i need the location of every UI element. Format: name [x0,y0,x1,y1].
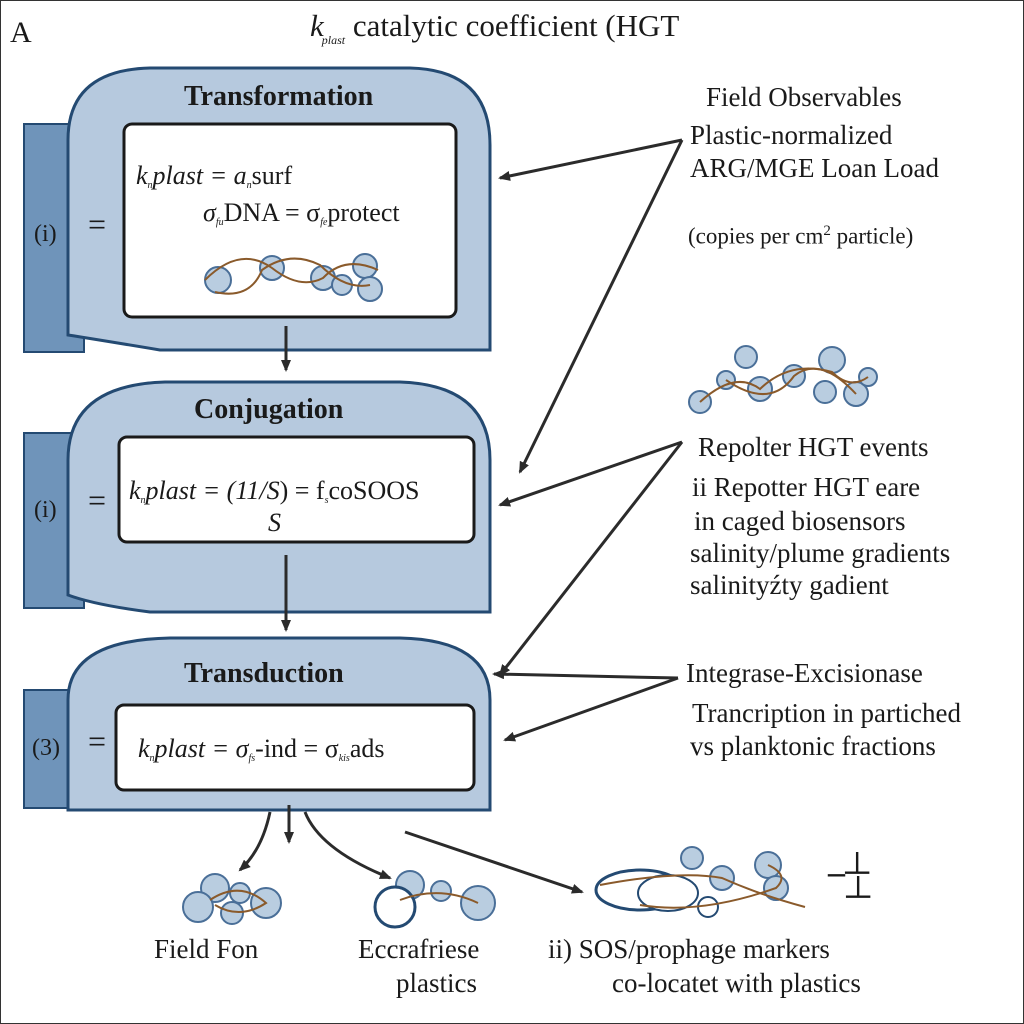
equation-box-conjugation [117,435,476,544]
eq1-mid: plast = a [152,161,247,190]
connector-reporter-to-transduction [498,441,684,677]
arrow-to-field-fon [238,811,272,872]
eq1-asub: n [246,180,252,191]
observables-line1: Plastic-normalized [690,120,893,150]
stage-label-transduction: (3) [32,735,60,761]
integrase-line1: Integrase-Excisionase [686,658,923,688]
eq2-tail: protect [327,198,400,227]
equals-transduction: = [88,723,107,759]
observable-connectors [492,138,684,742]
figure-title: kplast catalytic coefficient (HGT [310,10,679,46]
connector-observables-to-transformation [498,138,683,181]
eq1-k: k [136,161,148,190]
eq3-close: ) = f [279,476,325,505]
eq2-sigma: σ [203,198,216,227]
eq3-k: k [129,476,141,505]
stage-title-transformation: Transformation [184,81,374,112]
arrow-to-sos-markers [404,830,584,894]
integrase-line2: Trancription in partiched [692,698,961,728]
equation-conjugation: knplast = (11/S) = fscoSOOS [129,478,420,506]
tick-mark-1: –┴ [828,854,870,891]
equals-transformation: = [88,206,107,242]
eq1-tail: surf [251,161,293,190]
reporter-line2: ii Repotter HGT eare [692,472,921,502]
units-sup: 2 [823,223,831,239]
bottom-label-field: Field Fon [154,934,259,964]
eq3-mid: plast = (11/ [145,476,267,505]
arrow-to-plastics [303,811,392,880]
equation-transformation-line2: σfuDNA = σfeprotect [203,200,400,228]
equation-box-transduction [114,703,476,792]
equation-transduction: knplast = σfs-ind = σkisads [138,736,385,764]
eq4-sub2: kis [338,753,350,764]
eq4-mid2: -ind = σ [255,734,339,763]
bottom-label-sos-2: co-locatet with plastics [612,968,861,998]
units-prefix: (copies per cm [688,223,824,249]
eq2-mid: DNA = σ [223,198,321,227]
stage-label-transformation: (i) [34,221,57,247]
equation-transformation-line1: knplast = ansurf [136,163,292,191]
flow-arrows [238,326,584,894]
eq4-mid: plast = σ [154,734,249,763]
reporter-line1: Repolter HGT events [698,432,929,462]
cell-cluster-transformation [204,253,383,302]
eq1-ksub: n [147,180,153,191]
cell-cluster-field [182,873,282,925]
connector-observables-to-conjugation [518,139,684,474]
eq2-sub2: fe [320,217,328,228]
units-suffix: particle) [830,223,914,249]
eq4-sub1: fs [248,753,256,764]
bottom-label-sos-1: ii) SOS/prophage markers [548,934,830,964]
title-k: k [310,8,324,43]
connector-integrase-to-transduction-top [492,669,679,680]
stage-label-conjugation: (i) [34,497,57,523]
connector-reporter-to-conjugation [498,440,683,507]
observables-heading: Field Observables [706,82,902,112]
eq3-ksub: n [140,495,146,506]
tick-mark-2: ┴ [846,878,871,915]
eq4-k: k [138,734,150,763]
connector-integrase-to-transduction-box [503,676,679,742]
title-sub: plast [321,33,346,47]
eq2-sub1: fu [215,217,224,228]
bottom-label-plastics-2: plastics [396,968,477,998]
cell-cluster-plastics [373,870,496,929]
eq4-ksub: n [149,753,155,764]
reporter-line5: salinityźty gadient [690,570,889,600]
eq3-s: S [266,476,280,505]
eq3-fsub: s [324,495,329,506]
eq4-tail: ads [349,734,385,763]
stage-title-conjugation: Conjugation [194,394,344,425]
observables-line2: ARG/MGE Loan Load [690,153,939,183]
equals-conjugation: = [88,482,107,518]
panel-letter: A [10,16,32,49]
eq3-tail: coSOOS [328,476,420,505]
stage-title-transduction: Transduction [184,658,344,689]
bottom-label-plastics-1: Eccrafriese [358,934,480,964]
cell-cluster-sos [594,846,806,918]
equation-conjugation-denominator: S [268,508,281,537]
integrase-line3: vs planktonic fractions [690,731,936,761]
observables-units: (copies per cm2 particle) [688,224,913,248]
reporter-line4: salinity/plume gradients [690,538,951,568]
title-text: catalytic coefficient (HGT [352,8,680,43]
cell-cluster-reporter [688,345,878,414]
reporter-line3: in caged biosensors [694,506,906,536]
